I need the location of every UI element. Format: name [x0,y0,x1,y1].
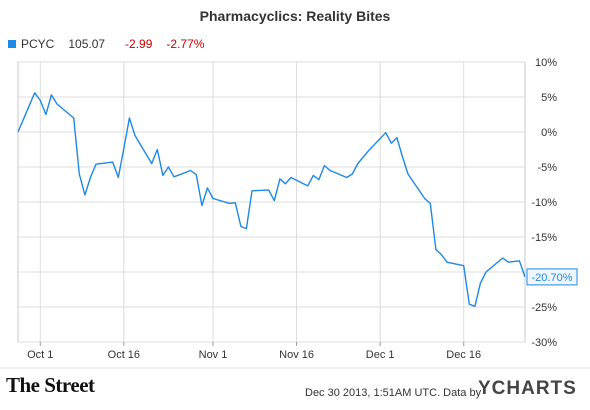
chart-title: Pharmacyclics: Reality Bites [199,8,391,24]
legend-change-pct: -2.77% [166,37,205,51]
y-tick-label: -5% [537,162,557,174]
y-tick-label: 0% [541,127,557,139]
x-tick-label: Nov 16 [279,349,314,361]
end-value-label-box [526,268,578,286]
x-tick-label: Dec 16 [446,349,481,361]
y-tick-label: -15% [531,232,557,244]
legend: PCYC 105.07 -2.99 -2.77% [8,37,218,51]
y-tick-label: -25% [531,302,557,314]
thestreet-logo: The Street [6,373,95,397]
y-tick-label: 10% [535,57,557,69]
legend-price: 105.07 [68,37,106,51]
end-value-label: -20.70% [532,272,573,284]
y-tick-label: -10% [531,197,557,209]
series-line-pcyc[interactable] [17,92,526,307]
x-tick-label: Oct 16 [108,349,140,361]
y-tick-label: -30% [531,337,557,349]
ycharts-logo[interactable]: YCHARTS [478,378,577,399]
y-tick-label: 5% [541,92,557,104]
x-tick-label: Nov 1 [199,349,228,361]
legend-ticker[interactable]: PCYC [21,37,55,51]
x-tick-label: Oct 1 [27,349,53,361]
timestamp: Dec 30 2013, 1:51AM UTC. Data by [305,387,482,399]
legend-change: -2.99 [125,37,153,51]
x-tick-label: Dec 1 [366,349,395,361]
legend-swatch [8,40,16,48]
